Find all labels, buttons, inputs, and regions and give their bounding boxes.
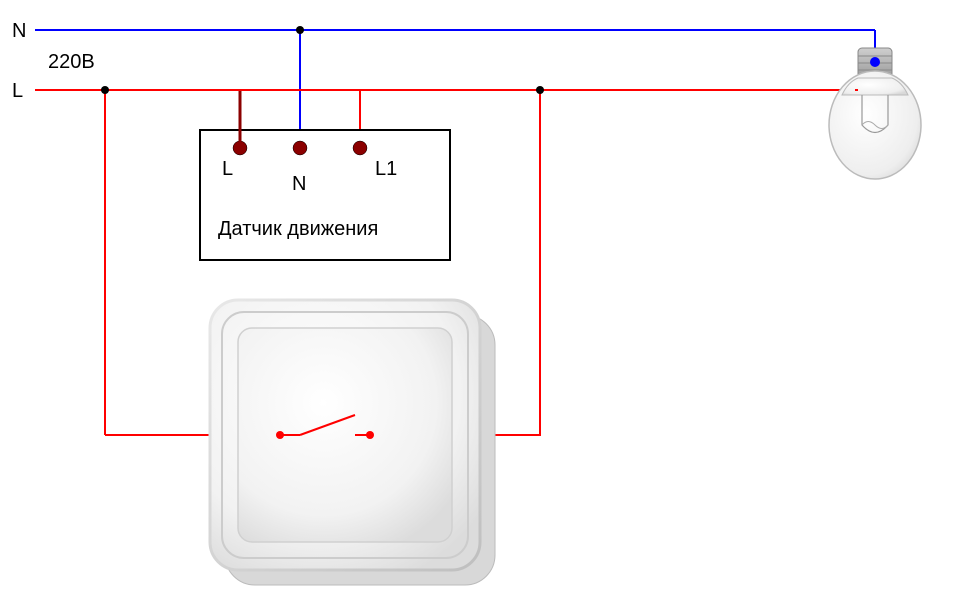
wall-switch[interactable] [210,300,495,585]
label-voltage: 220В [48,51,95,73]
wiring-diagram: L N L1 Датчик движения [0,0,974,608]
junction-l-split [101,86,109,94]
junction-n-sensor [296,26,304,34]
sensor-terminal-l1-label: L1 [375,158,397,180]
light-bulb [829,48,921,179]
sensor-terminal-l-label: L [222,158,233,180]
junction-l1-switch [536,86,544,94]
label-n: N [12,20,26,42]
sensor-title: Датчик движения [218,218,378,240]
label-l: L [12,80,23,102]
junctions [101,26,544,94]
sensor-terminal-n-label: N [292,173,306,195]
motion-sensor: L N L1 Датчик движения [200,130,450,260]
